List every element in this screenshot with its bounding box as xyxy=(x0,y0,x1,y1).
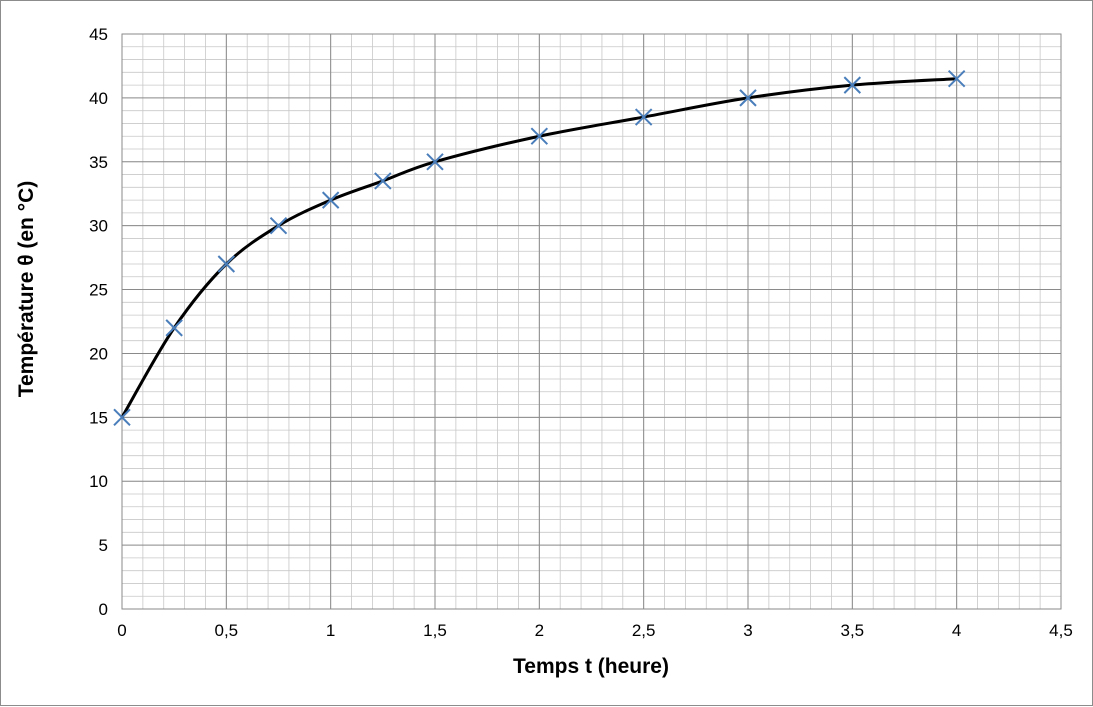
marker-stroke xyxy=(739,89,757,107)
y-tick-label: 35 xyxy=(89,153,108,172)
y-tick-label: 45 xyxy=(89,25,108,44)
x-tick-label: 1 xyxy=(326,621,335,640)
marker-stroke xyxy=(947,70,966,88)
data-point-marker xyxy=(165,319,183,337)
data-point-marker xyxy=(843,76,862,94)
data-point-marker xyxy=(634,108,653,126)
x-tick-label: 3 xyxy=(743,621,752,640)
grid-layer xyxy=(121,33,1062,610)
x-axis-title: Temps t (heure) xyxy=(513,655,669,678)
series-layer xyxy=(113,70,966,427)
y-axis-title: Température θ (en °C) xyxy=(15,181,38,398)
x-tick-label: 2 xyxy=(535,621,544,640)
data-point-marker xyxy=(321,191,340,209)
x-tick-label: 1,5 xyxy=(423,621,447,640)
marker-stroke xyxy=(269,216,288,235)
marker-stroke xyxy=(165,319,183,337)
marker-stroke xyxy=(321,191,340,209)
data-point-marker xyxy=(426,153,444,171)
y-tick-label: 30 xyxy=(89,217,108,236)
x-tick-label: 0,5 xyxy=(215,621,239,640)
y-tick-label: 0 xyxy=(99,600,108,619)
y-tick-label: 40 xyxy=(89,89,108,108)
data-point-marker xyxy=(739,89,757,107)
marker-stroke xyxy=(634,108,653,126)
y-tick-label: 25 xyxy=(89,281,108,300)
x-tick-label: 3,5 xyxy=(841,621,865,640)
data-point-marker xyxy=(113,408,131,427)
x-tick-label: 0 xyxy=(117,621,126,640)
data-point-marker xyxy=(269,216,288,235)
x-tick-label: 4,5 xyxy=(1049,621,1073,640)
data-point-marker xyxy=(947,70,966,88)
data-point-marker xyxy=(530,127,549,145)
marker-stroke xyxy=(217,255,236,273)
x-tick-label: 4 xyxy=(952,621,961,640)
y-tick-label: 20 xyxy=(89,344,108,363)
marker-stroke xyxy=(530,127,549,145)
x-tick-label: 2,5 xyxy=(632,621,656,640)
marker-stroke xyxy=(426,153,444,171)
y-tick-label: 10 xyxy=(89,472,108,491)
marker-stroke xyxy=(113,408,131,427)
y-tick-label: 5 xyxy=(99,536,108,555)
plot-border xyxy=(121,33,1062,610)
marker-stroke xyxy=(374,172,392,190)
data-point-marker xyxy=(217,255,236,273)
marker-stroke xyxy=(843,76,862,94)
y-tick-label: 15 xyxy=(89,408,108,427)
data-point-marker xyxy=(374,172,392,190)
tick-labels: 0 0,5 1 1,5 2 2,5 3 3,5 4 4,5 0 5 10 15 20 25 30 35 40 45 xyxy=(89,25,1073,640)
